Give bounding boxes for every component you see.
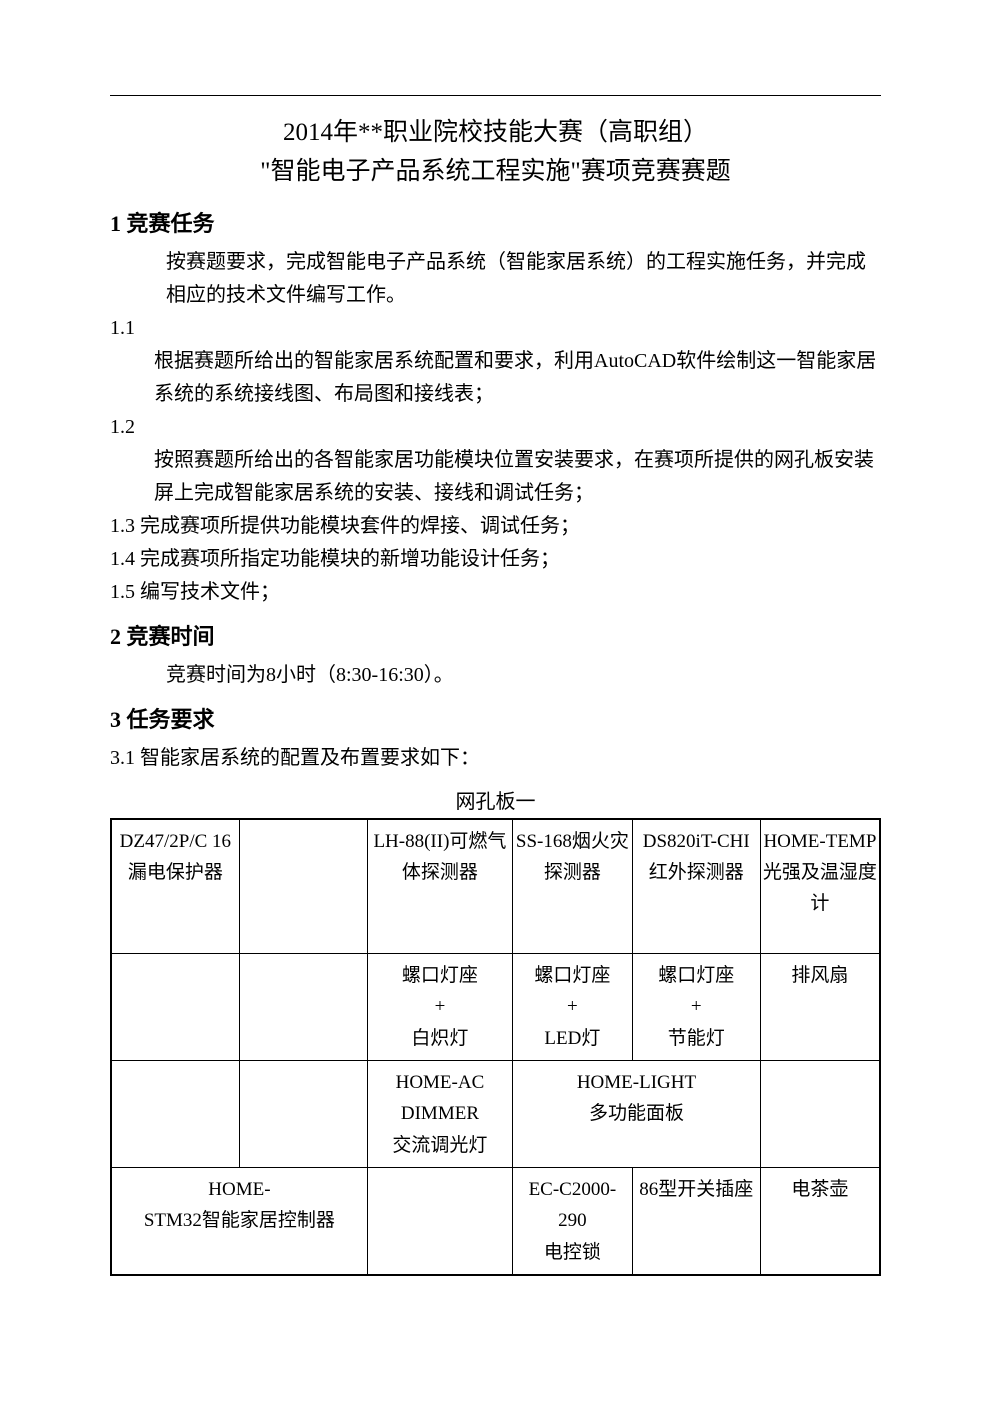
item-1-4: 1.4 完成赛项所指定功能模块的新增功能设计任务； (110, 543, 881, 576)
table-row: DZ47/2P/C 16漏电保护器 LH-88(II)可燃气体探测器SS-168烟… (111, 819, 880, 954)
top-rule (110, 95, 881, 96)
table-cell (111, 954, 239, 1061)
table-cell: 螺口灯座+白炽灯 (367, 954, 512, 1061)
title-line-2: "智能电子产品系统工程实施"赛项竞赛赛题 (110, 153, 881, 192)
table-cell (760, 1061, 880, 1168)
table-cell (239, 819, 367, 954)
section-3-heading: 3 任务要求 (110, 702, 881, 734)
table-cell: SS-168烟火灾探测器 (513, 819, 633, 954)
table-cell: DZ47/2P/C 16漏电保护器 (111, 819, 239, 954)
document-page: 2014年**职业院校技能大赛（高职组） "智能电子产品系统工程实施"赛项竞赛赛… (0, 0, 991, 1336)
table-cell: 电茶壶 (760, 1168, 880, 1276)
table-cell (239, 954, 367, 1061)
table-cell: HOME-TEMP光强及温湿度计 (760, 819, 880, 954)
section-2-body: 竞赛时间为8小时（8:30-16:30）。 (110, 659, 881, 692)
table-row: 螺口灯座+白炽灯螺口灯座+LED灯螺口灯座+节能灯排风扇 (111, 954, 880, 1061)
table-cell: 螺口灯座+节能灯 (632, 954, 760, 1061)
table-cell (367, 1168, 512, 1276)
table-cell: HOME-LIGHT多功能面板 (513, 1061, 761, 1168)
table-cell: 螺口灯座+LED灯 (513, 954, 633, 1061)
layout-table: DZ47/2P/C 16漏电保护器 LH-88(II)可燃气体探测器SS-168烟… (110, 818, 881, 1277)
table-cell: 86型开关插座 (632, 1168, 760, 1276)
item-1-1-body: 根据赛题所给出的智能家居系统配置和要求，利用AutoCAD软件绘制这一智能家居系… (110, 345, 881, 411)
table-cell: HOME-AC DIMMER交流调光灯 (367, 1061, 512, 1168)
table-row: HOME-STM32智能家居控制器 EC-C2000-290电控锁86型开关插座电… (111, 1168, 880, 1276)
table-cell (239, 1061, 367, 1168)
table-cell (111, 1061, 239, 1168)
item-1-2-number: 1.2 (110, 411, 881, 444)
table-cell: EC-C2000-290电控锁 (513, 1168, 633, 1276)
table-body: DZ47/2P/C 16漏电保护器 LH-88(II)可燃气体探测器SS-168烟… (111, 819, 880, 1276)
table-cell: 排风扇 (760, 954, 880, 1061)
table-cell: DS820iT-CHI红外探测器 (632, 819, 760, 954)
table-cell: LH-88(II)可燃气体探测器 (367, 819, 512, 954)
section-1-intro: 按赛题要求，完成智能电子产品系统（智能家居系统）的工程实施任务，并完成相应的技术… (110, 246, 881, 312)
item-1-2-body: 按照赛题所给出的各智能家居功能模块位置安装要求，在赛项所提供的网孔板安装屏上完成… (110, 444, 881, 510)
section-2-heading: 2 竞赛时间 (110, 619, 881, 651)
title-line-1: 2014年**职业院校技能大赛（高职组） (110, 114, 881, 153)
item-1-1-number: 1.1 (110, 312, 881, 345)
table-cell: HOME-STM32智能家居控制器 (111, 1168, 367, 1276)
item-3-1: 3.1 智能家居系统的配置及布置要求如下： (110, 742, 881, 775)
table-row: HOME-AC DIMMER交流调光灯HOME-LIGHT多功能面板 (111, 1061, 880, 1168)
title-block: 2014年**职业院校技能大赛（高职组） "智能电子产品系统工程实施"赛项竞赛赛… (110, 114, 881, 192)
table-caption: 网孔板一 (110, 785, 881, 814)
item-1-5: 1.5 编写技术文件； (110, 576, 881, 609)
item-1-3: 1.3 完成赛项所提供功能模块套件的焊接、调试任务； (110, 510, 881, 543)
section-1-heading: 1 竞赛任务 (110, 206, 881, 238)
